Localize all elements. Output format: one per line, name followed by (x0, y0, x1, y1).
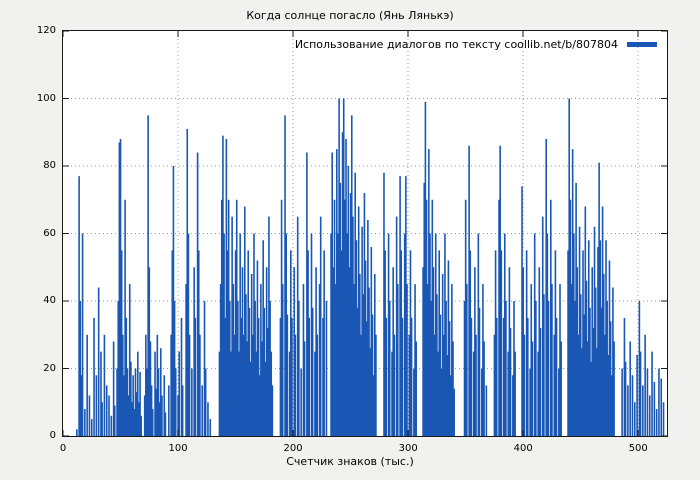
y-tick-label: 120 (36, 25, 56, 36)
y-tick-label: 100 (36, 92, 56, 104)
x-axis-label: Счетчик знаков (тыс.) (286, 455, 414, 468)
x-tick-label: 100 (168, 443, 188, 454)
legend-label: Использование диалогов по тексту coollib… (294, 38, 618, 51)
legend: Использование диалогов по тексту coollib… (295, 38, 657, 51)
x-tick-label: 300 (398, 443, 418, 454)
bars-and-grid-canvas (63, 31, 667, 436)
y-tick-label: 40 (43, 295, 56, 306)
y-tick-label: 0 (49, 430, 56, 441)
chart-title: Когда солнце погасло (Янь Лянькэ) (246, 9, 454, 22)
x-tick-label: 400 (513, 443, 533, 454)
x-tick-label: 0 (59, 443, 67, 454)
y-tick-label: 80 (43, 160, 56, 171)
x-tick-label: 500 (628, 443, 648, 454)
y-tick-label: 60 (43, 227, 56, 239)
x-tick-label: 200 (283, 443, 303, 454)
legend-swatch (627, 42, 657, 47)
y-tick-label: 20 (43, 362, 56, 374)
plot-wrap: Использование диалогов по тексту coollib… (37, 25, 668, 454)
plot-area: Использование диалогов по тексту coollib… (62, 30, 668, 437)
